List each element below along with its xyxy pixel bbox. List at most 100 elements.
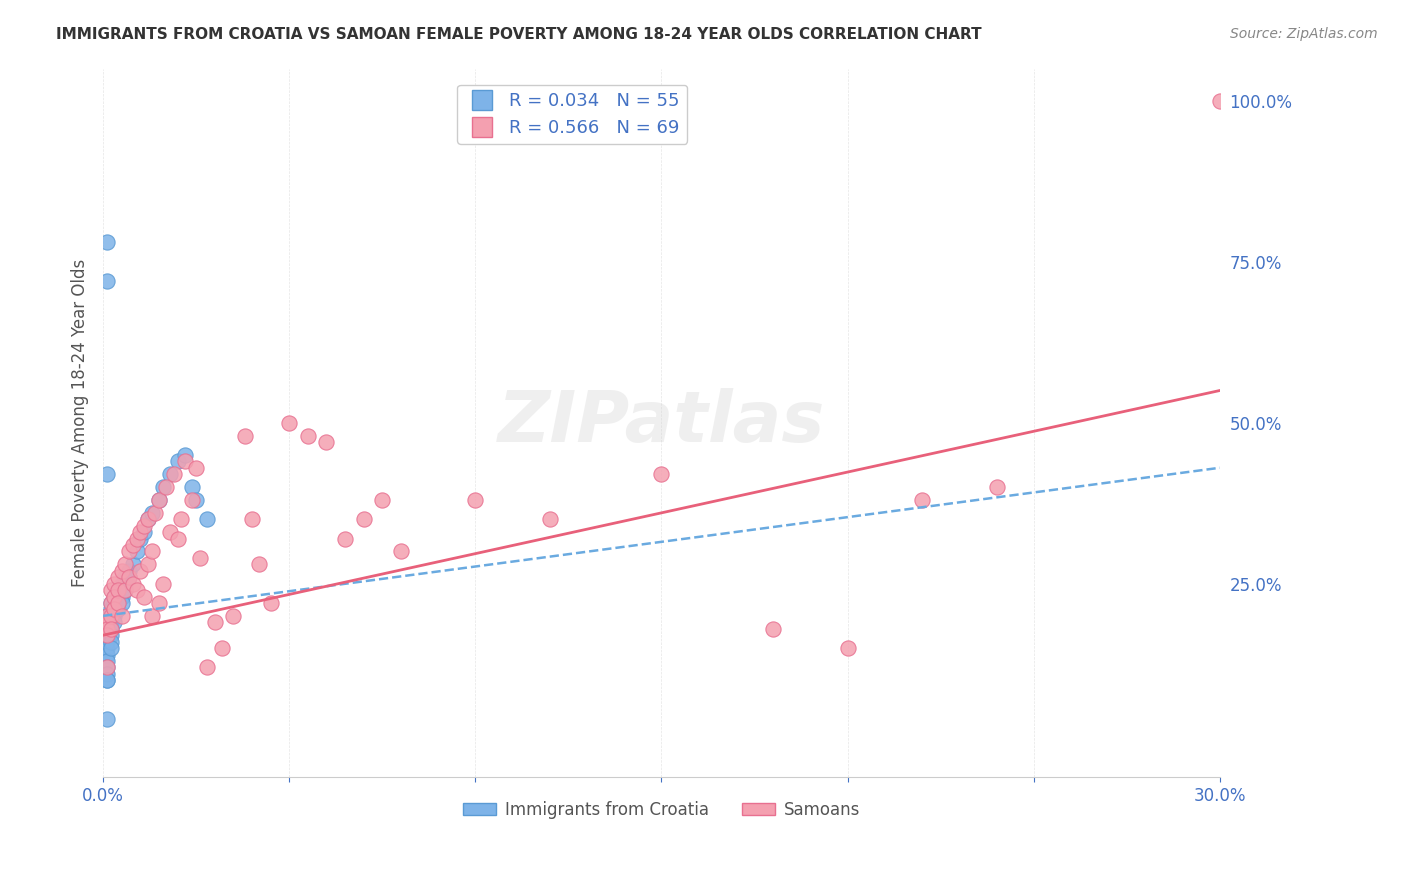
Point [148,493,170,508]
Point [174,454,197,468]
Point [152,480,174,494]
Point [111,583,134,598]
Point [111,596,134,610]
Point [125,544,148,558]
Point [152,576,174,591]
Point [986,480,1008,494]
Point [100,583,122,598]
Point [118,544,141,558]
Point [195,512,218,526]
Point [96,660,118,674]
Point [122,538,145,552]
Point [100,628,122,642]
Point [103,615,125,630]
Point [100,608,122,623]
Point [464,493,486,508]
Point [103,576,125,591]
Point [278,416,301,430]
Point [159,525,181,540]
Point [837,641,859,656]
Point [141,506,163,520]
Text: IMMIGRANTS FROM CROATIA VS SAMOAN FEMALE POVERTY AMONG 18-24 YEAR OLDS CORRELATI: IMMIGRANTS FROM CROATIA VS SAMOAN FEMALE… [56,27,981,42]
Point [100,596,122,610]
Text: Source: ZipAtlas.com: Source: ZipAtlas.com [1230,27,1378,41]
Point [762,622,785,636]
Point [103,590,125,604]
Point [181,493,204,508]
Point [100,634,122,648]
Point [114,583,136,598]
Point [96,666,118,681]
Point [96,622,118,636]
Point [181,480,204,494]
Legend: Immigrants from Croatia, Samoans: Immigrants from Croatia, Samoans [457,794,866,825]
Point [141,608,163,623]
Point [100,615,122,630]
Point [195,660,218,674]
Point [96,235,118,250]
Point [118,570,141,584]
Point [233,428,256,442]
Text: ZIPatlas: ZIPatlas [498,388,825,458]
Point [111,608,134,623]
Point [132,525,155,540]
Point [118,570,141,584]
Point [129,564,152,578]
Point [240,512,263,526]
Point [96,628,118,642]
Point [148,596,170,610]
Point [96,660,118,674]
Point [103,602,125,616]
Point [911,493,934,508]
Point [107,583,129,598]
Point [136,512,159,526]
Point [163,467,186,482]
Point [96,634,118,648]
Point [129,525,152,540]
Point [188,550,211,565]
Point [96,654,118,668]
Point [136,558,159,572]
Point [141,544,163,558]
Point [259,596,281,610]
Point [148,493,170,508]
Point [122,558,145,572]
Point [96,467,118,482]
Point [114,558,136,572]
Point [129,532,152,546]
Point [297,428,319,442]
Point [132,518,155,533]
Point [107,583,129,598]
Point [159,467,181,482]
Point [186,493,208,508]
Point [333,532,356,546]
Point [96,648,118,662]
Point [96,673,118,688]
Point [96,608,118,623]
Point [155,480,177,494]
Point [107,596,129,610]
Point [107,570,129,584]
Point [114,570,136,584]
Point [100,608,122,623]
Point [166,454,188,468]
Point [114,583,136,598]
Point [114,576,136,591]
Point [111,576,134,591]
Point [96,712,118,726]
Point [96,274,118,288]
Point [107,590,129,604]
Point [100,622,122,636]
Point [100,641,122,656]
Point [96,608,118,623]
Point [100,596,122,610]
Point [125,532,148,546]
Point [538,512,561,526]
Point [96,641,118,656]
Point [371,493,394,508]
Point [111,590,134,604]
Point [136,512,159,526]
Point [186,460,208,475]
Point [103,602,125,616]
Point [103,596,125,610]
